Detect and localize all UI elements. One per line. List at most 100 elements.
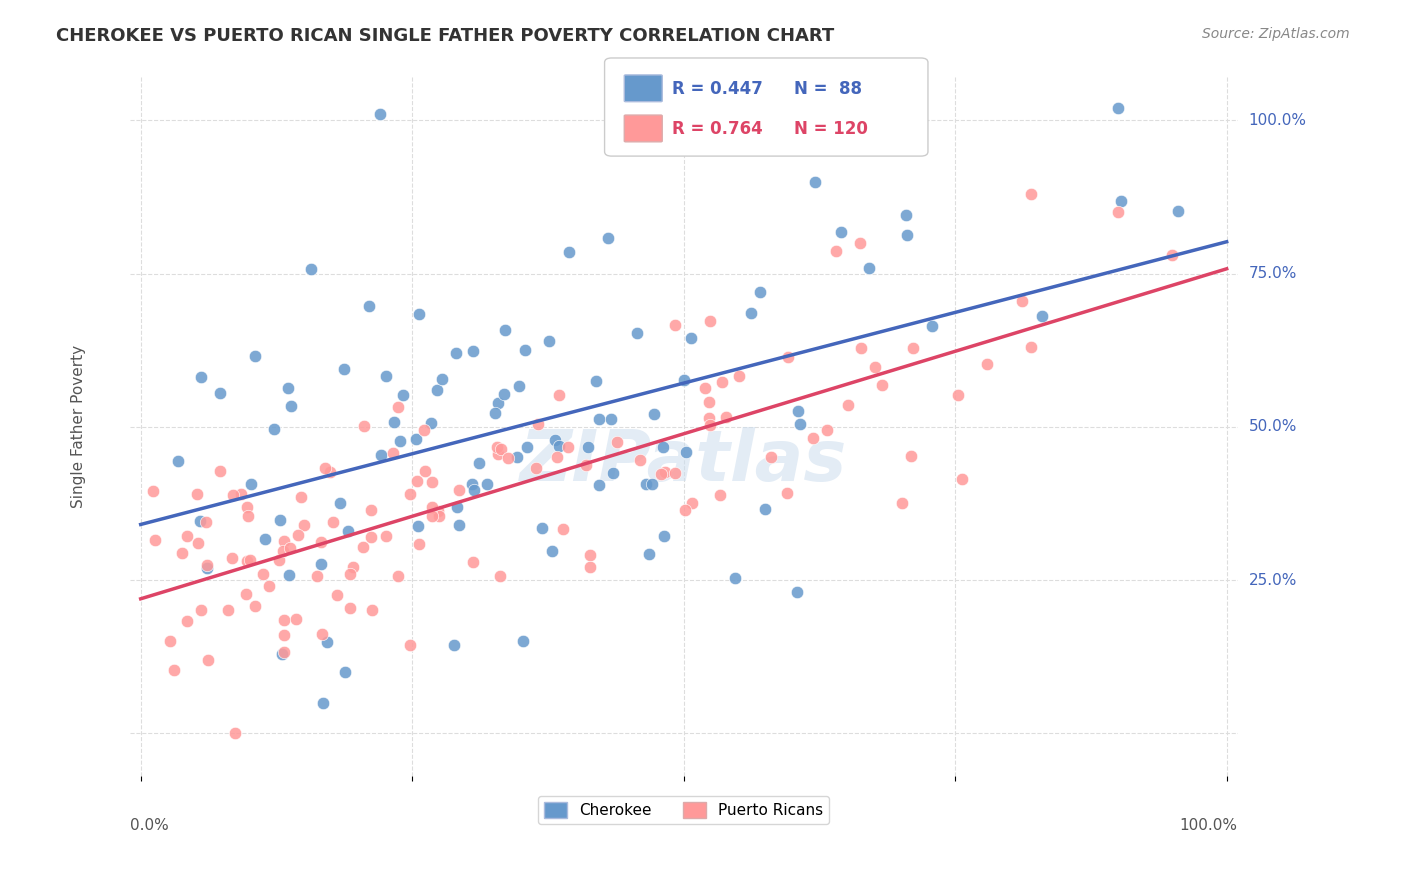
Point: [759, 450, 782, 464]
Point: [231, 486, 253, 500]
Point: [222, 488, 245, 502]
Point: [626, 326, 648, 340]
Point: [166, 454, 188, 468]
Point: [948, 387, 970, 401]
Point: [634, 477, 657, 491]
Point: [530, 521, 553, 535]
Point: [1161, 248, 1184, 262]
Point: [697, 395, 720, 409]
Point: [673, 503, 696, 517]
Point: [541, 544, 564, 558]
Point: [849, 341, 872, 355]
Point: [339, 600, 361, 615]
Point: [190, 603, 212, 617]
Point: [675, 445, 697, 459]
Point: [273, 613, 295, 627]
Point: [547, 439, 569, 453]
Point: [273, 645, 295, 659]
Point: [896, 228, 918, 243]
Point: [575, 458, 598, 472]
Point: [420, 475, 443, 489]
Point: [921, 318, 943, 333]
Point: [432, 371, 454, 385]
Point: [375, 369, 398, 384]
Point: [221, 551, 243, 566]
Text: Source: ZipAtlas.com: Source: ZipAtlas.com: [1202, 27, 1350, 41]
Point: [538, 334, 561, 348]
Point: [235, 587, 257, 601]
Point: [444, 346, 467, 360]
Point: [342, 560, 364, 574]
Point: [446, 500, 468, 515]
Point: [496, 451, 519, 466]
Point: [486, 447, 509, 461]
Point: [319, 465, 342, 479]
Point: [699, 417, 721, 432]
Point: [217, 603, 239, 617]
Text: 0.0%: 0.0%: [129, 818, 169, 833]
Point: [375, 529, 398, 543]
Point: [468, 456, 491, 470]
Point: [252, 567, 274, 582]
Point: [976, 357, 998, 371]
Point: [643, 407, 665, 421]
Point: [399, 638, 422, 652]
Point: [253, 532, 276, 546]
Point: [588, 412, 610, 426]
Point: [361, 603, 384, 617]
Point: [1019, 186, 1042, 201]
Point: [489, 442, 512, 456]
Point: [1019, 340, 1042, 354]
Point: [352, 540, 374, 554]
Point: [270, 647, 292, 661]
Point: [488, 569, 510, 583]
Point: [186, 487, 208, 501]
Point: [654, 465, 676, 479]
Point: [801, 431, 824, 445]
Point: [950, 471, 973, 485]
Point: [553, 522, 575, 536]
Point: [546, 450, 568, 465]
Point: [163, 663, 186, 677]
Point: [508, 379, 530, 393]
Point: [900, 449, 922, 463]
Point: [328, 496, 350, 510]
Point: [190, 369, 212, 384]
Text: Single Father Poverty: Single Father Poverty: [70, 345, 86, 508]
Point: [776, 350, 799, 364]
Point: [426, 383, 449, 397]
Point: [740, 306, 762, 320]
Point: [1109, 194, 1132, 209]
Point: [368, 107, 391, 121]
Point: [787, 404, 810, 418]
Point: [664, 318, 686, 332]
Point: [415, 464, 437, 478]
Point: [494, 387, 516, 401]
Point: [322, 516, 344, 530]
Point: [728, 368, 751, 383]
Point: [461, 476, 484, 491]
Point: [243, 599, 266, 614]
Point: [548, 388, 571, 402]
Point: [277, 381, 299, 395]
Point: [392, 388, 415, 402]
Point: [176, 614, 198, 628]
Point: [1031, 310, 1053, 324]
Point: [408, 307, 430, 321]
Text: 75.0%: 75.0%: [1249, 266, 1296, 281]
Text: 25.0%: 25.0%: [1249, 573, 1296, 588]
Point: [285, 612, 308, 626]
Point: [447, 518, 470, 533]
Point: [516, 440, 538, 454]
Point: [195, 561, 218, 575]
Point: [325, 588, 347, 602]
Point: [830, 225, 852, 239]
Point: [208, 385, 231, 400]
Point: [420, 509, 443, 524]
Point: [299, 261, 322, 276]
Point: [143, 533, 166, 547]
Point: [236, 509, 259, 524]
Point: [443, 638, 465, 652]
Point: [894, 208, 917, 222]
Point: [370, 449, 392, 463]
